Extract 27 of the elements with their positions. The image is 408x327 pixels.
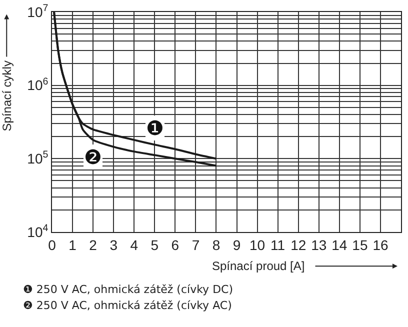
y-tick-label: 10$^{5}$ bbox=[27, 150, 49, 167]
y-tick-label: 10$^{7}$ bbox=[27, 3, 48, 20]
x-axis-title: Spínací proud [A] bbox=[212, 259, 305, 273]
y-tick-label: 10$^{6}$ bbox=[27, 76, 49, 94]
x-tick-label: 8 bbox=[212, 236, 220, 253]
x-tick-label: 12 bbox=[290, 236, 306, 253]
annotation: ❷ bbox=[84, 145, 102, 169]
x-tick-label: 6 bbox=[171, 236, 180, 253]
y-tick-label: 10$^{4}$ bbox=[27, 223, 49, 240]
x-tick-label: 0 bbox=[48, 236, 56, 253]
text: ❷ 250 V AC, ohmická zátěž (cívky AC) bbox=[23, 299, 232, 312]
x-tick-label: 3 bbox=[110, 236, 118, 253]
x-tick-label: 10 bbox=[250, 236, 266, 253]
annotation: ❶ bbox=[146, 116, 164, 140]
y-axis-title: Spínací cykly bbox=[0, 60, 14, 132]
x-tick-label: 9 bbox=[232, 236, 241, 253]
x-tick-label: 16 bbox=[372, 236, 388, 253]
x-tick-label: 1 bbox=[68, 236, 77, 253]
x-tick-label: 15 bbox=[352, 236, 368, 253]
x-tick-label: 5 bbox=[150, 236, 159, 253]
x-tick-label: 2 bbox=[89, 236, 98, 253]
x-tick-label: 14 bbox=[332, 236, 348, 253]
text: ❶ 250 V AC, ohmická zátěž (cívky DC) bbox=[23, 283, 234, 296]
x-tick-label: 7 bbox=[192, 236, 200, 253]
x-tick-label: 4 bbox=[130, 236, 138, 253]
x-tick-label: 11 bbox=[270, 236, 286, 253]
x-tick-label: 13 bbox=[311, 236, 327, 253]
